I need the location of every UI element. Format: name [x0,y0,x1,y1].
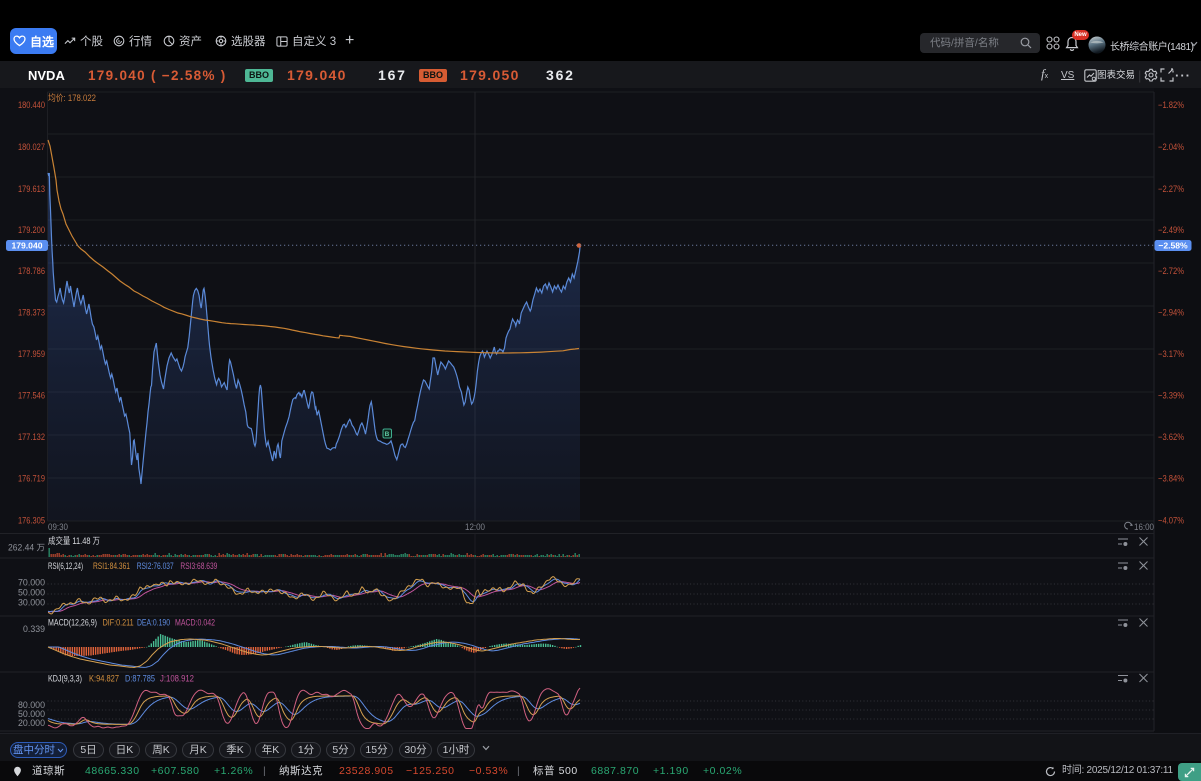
svg-text:70.000: 70.000 [18,578,45,588]
svg-text:−2.49%: −2.49% [1158,225,1184,235]
svg-text:180.027: 180.027 [18,142,45,152]
svg-text:176.305: 176.305 [18,516,45,526]
svg-text:B: B [385,431,390,438]
svg-text:262.44 万: 262.44 万 [8,543,45,553]
svg-text:50.000: 50.000 [18,588,45,598]
svg-text:MACD(12,26,9): MACD(12,26,9) [48,618,97,628]
svg-text:30.000: 30.000 [18,598,45,608]
svg-text:RSI2:76.037: RSI2:76.037 [137,561,174,571]
svg-text:−2.27%: −2.27% [1158,184,1184,194]
svg-text:−3.39%: −3.39% [1158,391,1184,401]
svg-text:RSI3:68.639: RSI3:68.639 [180,561,217,571]
svg-text:09:30: 09:30 [48,522,68,532]
svg-text:DEA:0.190: DEA:0.190 [137,618,170,628]
svg-text:176.719: 176.719 [18,474,45,484]
svg-text:20.000: 20.000 [18,718,45,728]
svg-text:−2.58%: −2.58% [1158,241,1188,251]
svg-text:178.373: 178.373 [18,308,45,318]
svg-text:−2.72%: −2.72% [1158,266,1184,276]
svg-text:成交量 11.48 万: 成交量 11.48 万 [48,535,100,546]
svg-text:177.132: 177.132 [18,432,45,442]
svg-text:RSI(6,12,24): RSI(6,12,24) [48,561,83,571]
svg-text:J:108.912: J:108.912 [160,674,194,684]
svg-text:0.339: 0.339 [23,624,45,634]
svg-text:177.546: 177.546 [18,391,45,401]
svg-text:−4.07%: −4.07% [1158,516,1184,526]
svg-text:179.040: 179.040 [11,241,42,251]
svg-text:DIF:0.211: DIF:0.211 [103,618,134,628]
svg-text:12:00: 12:00 [465,522,485,532]
svg-text:179.613: 179.613 [18,184,45,194]
svg-text:179.200: 179.200 [18,225,45,235]
svg-text:均价: 178.022: 均价: 178.022 [48,92,96,103]
svg-text:180.440: 180.440 [18,100,45,110]
svg-text:80.000: 80.000 [18,700,45,710]
svg-text:D:87.785: D:87.785 [125,674,155,684]
svg-text:−2.04%: −2.04% [1158,142,1184,152]
svg-text:178.786: 178.786 [18,266,45,276]
svg-text:−3.17%: −3.17% [1158,349,1184,359]
svg-text:−3.62%: −3.62% [1158,432,1184,442]
svg-text:−1.82%: −1.82% [1158,100,1184,110]
svg-text:177.959: 177.959 [18,349,45,359]
svg-text:K:94.827: K:94.827 [89,674,119,684]
svg-text:16:00: 16:00 [1134,522,1154,532]
svg-text:−2.94%: −2.94% [1158,308,1184,318]
svg-text:RSI1:84.361: RSI1:84.361 [93,561,130,571]
svg-text:−3.84%: −3.84% [1158,474,1184,484]
svg-text:KDJ(9,3,3): KDJ(9,3,3) [48,674,82,684]
svg-text:50.000: 50.000 [18,709,45,719]
svg-text:MACD:0.042: MACD:0.042 [175,618,215,628]
